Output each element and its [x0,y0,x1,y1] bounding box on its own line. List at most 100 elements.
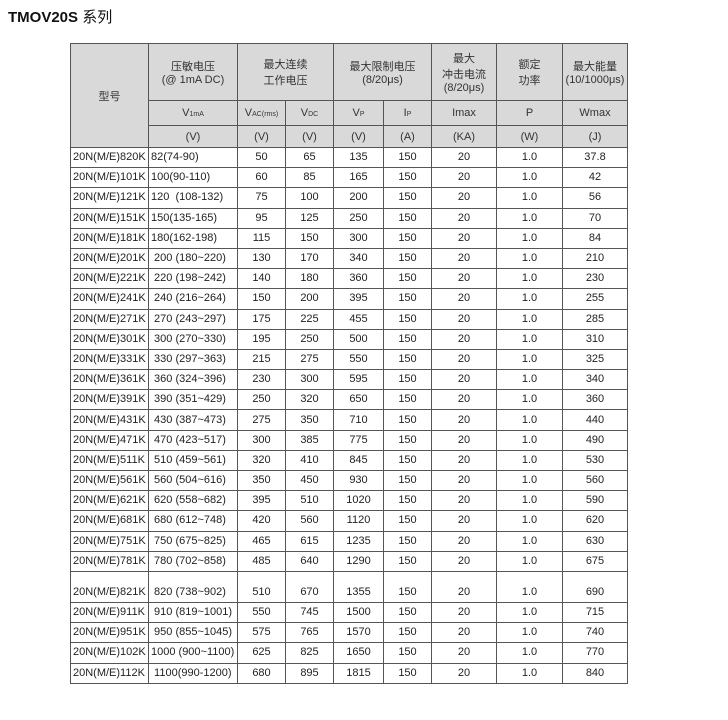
value-cell: 740 [562,622,628,644]
value-cell: 510 [285,490,334,512]
value-cell: 690 [562,570,628,603]
value-cell: 1.0 [496,227,563,249]
table-row: 20N(M/E)511K 510 (459~561) 320 410 845 150 20… [70,449,628,472]
value-cell: 20 [431,449,497,472]
value-cell: 150 [383,429,432,451]
value-cell: 1.0 [496,146,563,169]
value-cell: 42 [562,167,628,189]
value-cell: 20 [431,490,497,512]
model-cell: 20N(M/E)181K [70,227,149,249]
varistor-voltage-cell: 270 (243~297) [148,308,238,330]
value-cell: 150 [383,642,432,664]
sym-p: P [496,100,563,126]
value-cell: 150 [383,227,432,249]
value-cell: 1.0 [496,490,563,512]
value-cell: 825 [285,642,334,664]
value-cell: 770 [562,642,628,664]
value-cell: 250 [333,207,384,229]
value-cell: 325 [562,348,628,371]
varistor-voltage-cell: 780 (702~858) [148,550,238,572]
value-cell: 1.0 [496,207,563,229]
table-row: 20N(M/E)101K 100(90-110) 60 85 165 150 20 1.0 42 [70,167,628,189]
value-cell: 210 [562,247,628,270]
value-cell: 625 [237,642,286,664]
value-cell: 230 [562,268,628,290]
value-cell: 56 [562,187,628,209]
table-row: 20N(M/E)361K 360 (324~396) 230 300 595 150 20… [70,369,628,391]
varistor-voltage-cell: 950 (855~1045) [148,622,238,644]
model-cell: 20N(M/E)101K [70,167,149,189]
value-cell: 1.0 [496,642,563,664]
value-cell: 485 [237,550,286,572]
table-row: 20N(M/E)751K 750 (675~825) 465 615 1235 150 2… [70,530,628,552]
value-cell: 350 [237,469,286,492]
value-cell: 20 [431,227,497,249]
value-cell: 360 [333,268,384,290]
table-row: 20N(M/E)471K 470 (423~517) 300 385 775 150 20… [70,429,628,451]
value-cell: 765 [285,622,334,644]
value-cell: 500 [333,328,384,350]
value-cell: 395 [333,288,384,310]
value-cell: 150 [383,530,432,552]
value-cell: 150 [383,268,432,290]
unit-cell: (A) [383,125,432,148]
varistor-voltage-cell: 1100(990-1200) [148,662,238,684]
value-cell: 20 [431,328,497,350]
value-cell: 1500 [333,601,384,624]
unit-cell: (V) [148,125,238,148]
value-cell: 595 [333,369,384,391]
value-cell: 180 [285,268,334,290]
value-cell: 350 [285,409,334,431]
value-cell: 300 [285,369,334,391]
value-cell: 1.0 [496,308,563,330]
unit-cell: (V) [237,125,286,148]
value-cell: 620 [562,510,628,532]
value-cell: 20 [431,187,497,209]
value-cell: 150 [383,510,432,532]
value-cell: 200 [285,288,334,310]
value-cell: 1.0 [496,550,563,572]
value-cell: 150 [383,449,432,472]
model-cell: 20N(M/E)331K [70,348,149,371]
value-cell: 150 [237,288,286,310]
table-row: 20N(M/E)951K 950 (855~1045) 575 765 1570 150… [70,622,628,644]
value-cell: 150 [383,409,432,431]
value-cell: 1.0 [496,369,563,391]
value-cell: 50 [237,146,286,169]
value-cell: 20 [431,348,497,371]
value-cell: 70 [562,207,628,229]
value-cell: 650 [333,389,384,411]
value-cell: 1570 [333,622,384,644]
value-cell: 150 [383,167,432,189]
varistor-voltage-cell: 910 (819~1001) [148,601,238,624]
value-cell: 85 [285,167,334,189]
model-cell: 20N(M/E)151K [70,207,149,229]
table-row: 20N(M/E)431K 430 (387~473) 275 350 710 150 20… [70,409,628,431]
unit-cell: (J) [562,125,628,148]
value-cell: 20 [431,409,497,431]
header-varistor-voltage: 压敏电压 (@ 1mA DC) [148,43,238,101]
value-cell: 1020 [333,490,384,512]
table-row: 20N(M/E)820K 82(74-90) 50 65 135 150 20 1.0 37.8 [70,146,628,169]
value-cell: 385 [285,429,334,451]
unit-cell: (V) [333,125,384,148]
varistor-voltage-cell: 390 (351~429) [148,389,238,411]
value-cell: 175 [237,308,286,330]
varistor-voltage-cell: 750 (675~825) [148,530,238,552]
varistor-voltage-cell: 200 (180~220) [148,247,238,270]
varistor-voltage-cell: 680 (612~748) [148,510,238,532]
value-cell: 150 [383,469,432,492]
varistor-voltage-cell: 560 (504~616) [148,469,238,492]
value-cell: 1.0 [496,662,563,684]
value-cell: 590 [562,490,628,512]
value-cell: 1.0 [496,288,563,310]
value-cell: 310 [562,328,628,350]
table-row: 20N(M/E)911K 910 (819~1001) 550 745 1500 150… [70,601,628,624]
value-cell: 150 [383,328,432,350]
value-cell: 680 [237,662,286,684]
value-cell: 340 [562,369,628,391]
varistor-voltage-cell: 300 (270~330) [148,328,238,350]
value-cell: 360 [562,389,628,411]
value-cell: 20 [431,146,497,169]
value-cell: 150 [383,389,432,411]
